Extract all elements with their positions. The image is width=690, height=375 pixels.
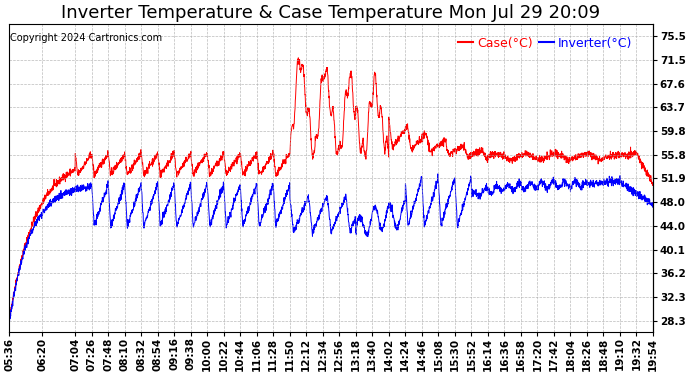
Legend: Case(°C), Inverter(°C): Case(°C), Inverter(°C): [453, 32, 637, 54]
Title: Inverter Temperature & Case Temperature Mon Jul 29 20:09: Inverter Temperature & Case Temperature …: [61, 4, 600, 22]
Text: Copyright 2024 Cartronics.com: Copyright 2024 Cartronics.com: [10, 33, 163, 43]
